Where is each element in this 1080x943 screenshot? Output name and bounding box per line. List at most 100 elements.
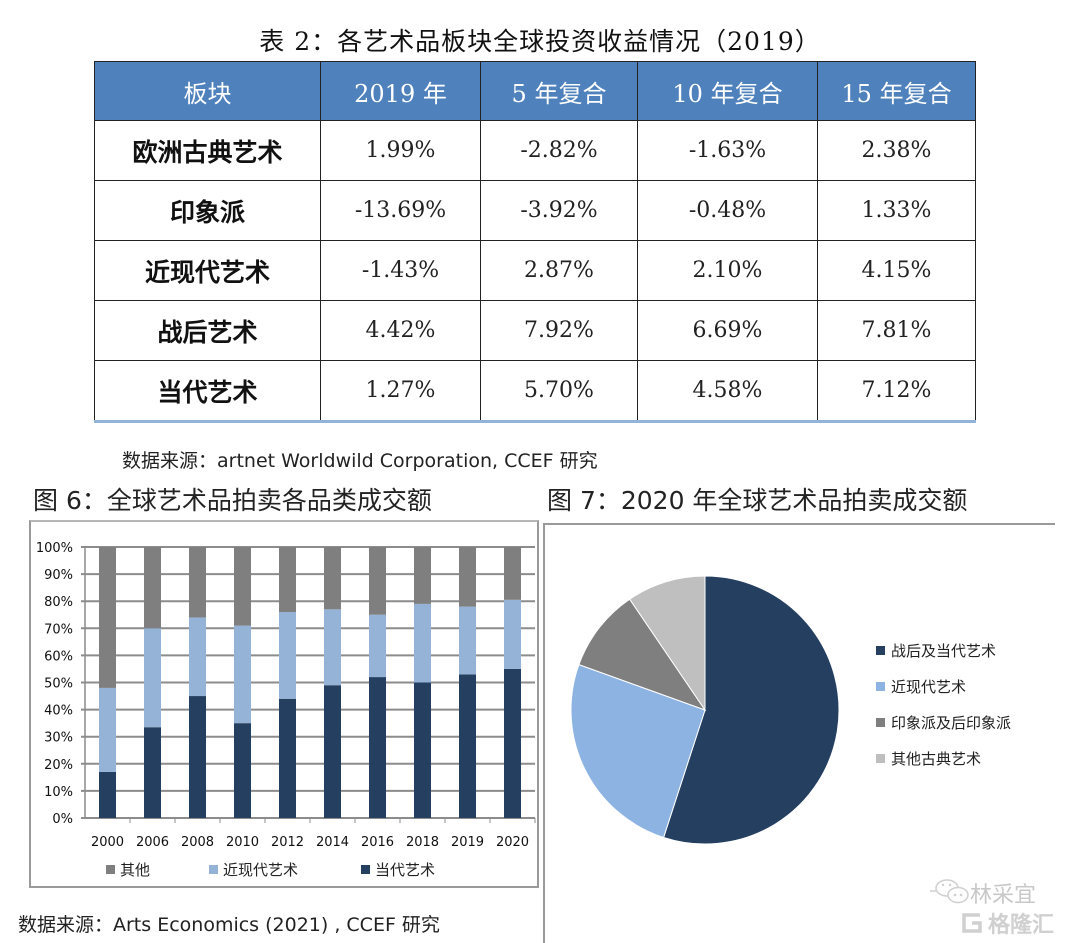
legend-swatch bbox=[361, 865, 370, 874]
pie-chart-frame bbox=[543, 523, 1055, 943]
bar-segment-contemporary bbox=[279, 698, 296, 818]
bar-segment-other bbox=[369, 547, 386, 615]
bar-segment-contemporary bbox=[324, 685, 341, 818]
table-source: 数据来源：artnet Worldwild Corporation, CCEF … bbox=[122, 450, 598, 472]
watermark: 林采宜 格隆汇 bbox=[930, 875, 1080, 940]
bar-segment-modern bbox=[369, 614, 386, 678]
header-5y: 5 年复合 bbox=[480, 61, 638, 121]
bar-segment-contemporary bbox=[189, 696, 206, 818]
gelonghui-logo-icon bbox=[962, 913, 982, 933]
y-tick-label: 20% bbox=[44, 758, 73, 773]
table-header-row: 板块 2019 年 5 年复合 10 年复合 15 年复合 bbox=[94, 61, 976, 121]
table-row: 欧洲古典艺术 1.99% -2.82% -1.63% 2.38% bbox=[94, 120, 976, 181]
x-tick-label: 2006 bbox=[136, 835, 169, 850]
x-tick-label: 2008 bbox=[181, 835, 214, 850]
pie-slice bbox=[662, 575, 840, 845]
y-tick-label: 100% bbox=[36, 541, 73, 556]
row-sector-name: 印象派 bbox=[94, 180, 321, 241]
wechat-icon bbox=[930, 879, 969, 904]
y-tick-label: 90% bbox=[44, 568, 73, 583]
y-tick-label: 60% bbox=[44, 649, 73, 664]
legend-label: 近现代艺术 bbox=[891, 678, 966, 696]
bar-segment-other bbox=[234, 547, 251, 626]
header-2019: 2019 年 bbox=[320, 61, 481, 121]
return-cell: 7.12% bbox=[817, 360, 976, 423]
bar-segment-other bbox=[99, 547, 116, 688]
return-cell: 7.92% bbox=[480, 300, 638, 361]
bar-segment-other bbox=[189, 547, 206, 618]
y-tick-label: 80% bbox=[44, 595, 73, 610]
x-tick-label: 2012 bbox=[271, 835, 304, 850]
bar-chart-frame bbox=[29, 520, 539, 888]
bar-segment-contemporary bbox=[144, 727, 161, 818]
x-tick-label: 2000 bbox=[91, 835, 124, 850]
bar-segment-modern bbox=[189, 617, 206, 697]
bar-chart: 0% 10% 20% 30% 40% 50% 60% 70% 80% 90% 100% 2000 200… bbox=[36, 541, 536, 879]
return-cell: -3.92% bbox=[480, 180, 638, 241]
row-sector-name: 战后艺术 bbox=[94, 300, 321, 361]
bar-segment-other bbox=[414, 547, 431, 604]
legend-label: 近现代艺术 bbox=[223, 861, 298, 879]
legend-swatch bbox=[876, 754, 885, 763]
x-tick-label: 2016 bbox=[361, 835, 394, 850]
return-cell: 4.42% bbox=[320, 300, 481, 361]
bar-segment-modern bbox=[279, 612, 296, 699]
return-cell: 4.58% bbox=[637, 360, 818, 423]
row-sector-name: 近现代艺术 bbox=[94, 240, 321, 301]
returns-table: 板块 2019 年 5 年复合 10 年复合 15 年复合 欧洲古典艺术 1.99… bbox=[94, 61, 976, 423]
y-tick-label: 0% bbox=[52, 812, 73, 827]
return-cell: 1.99% bbox=[320, 120, 481, 181]
return-cell: 2.87% bbox=[480, 240, 638, 301]
header-sector: 板块 bbox=[94, 61, 321, 121]
bar-segment-modern bbox=[459, 606, 476, 675]
legend-label: 战后及当代艺术 bbox=[891, 642, 996, 660]
return-cell: 1.33% bbox=[817, 180, 976, 241]
return-cell: -13.69% bbox=[320, 180, 481, 241]
pie-slice bbox=[628, 575, 706, 712]
header-10y: 10 年复合 bbox=[637, 61, 818, 121]
legend-swatch bbox=[209, 865, 218, 874]
bar-segment-other bbox=[459, 547, 476, 607]
return-cell: 1.27% bbox=[320, 360, 481, 423]
figure6-title: 图 6：全球艺术品拍卖各品类成交额 bbox=[33, 486, 432, 515]
x-tick-label: 2020 bbox=[496, 835, 529, 850]
x-tick-label: 2018 bbox=[406, 835, 439, 850]
header-15y: 15 年复合 bbox=[817, 61, 976, 121]
legend-label: 印象派及后印象派 bbox=[891, 714, 1011, 732]
table-row: 印象派 -13.69% -3.92% -0.48% 1.33% bbox=[94, 180, 976, 241]
return-cell: 4.15% bbox=[817, 240, 976, 301]
bar-segment-modern bbox=[324, 609, 341, 686]
y-tick-label: 50% bbox=[44, 677, 73, 692]
row-sector-name: 欧洲古典艺术 bbox=[94, 120, 321, 181]
return-cell: 5.70% bbox=[480, 360, 638, 423]
figure7-title: 图 7：2020 年全球艺术品拍卖成交额 bbox=[547, 486, 968, 515]
x-tick-label: 2019 bbox=[451, 835, 484, 850]
bar-segment-other bbox=[324, 547, 341, 610]
watermark-brand: 格隆汇 bbox=[988, 913, 1055, 938]
return-cell: 6.69% bbox=[637, 300, 818, 361]
return-cell: -1.43% bbox=[320, 240, 481, 301]
row-sector-name: 当代艺术 bbox=[94, 360, 321, 423]
bar-segment-other bbox=[144, 547, 161, 629]
return-cell: 2.38% bbox=[817, 120, 976, 181]
bar-segment-contemporary bbox=[369, 677, 386, 818]
x-tick-label: 2010 bbox=[226, 835, 259, 850]
bar-segment-modern bbox=[504, 599, 521, 669]
bar-segment-other bbox=[279, 547, 296, 613]
table-row: 战后艺术 4.42% 7.92% 6.69% 7.81% bbox=[94, 300, 976, 361]
return-cell: -1.63% bbox=[637, 120, 818, 181]
return-cell: -2.82% bbox=[480, 120, 638, 181]
bar-segment-contemporary bbox=[414, 682, 431, 818]
y-tick-label: 10% bbox=[44, 785, 73, 800]
legend-swatch bbox=[106, 865, 115, 874]
bar-segment-contemporary bbox=[99, 771, 116, 818]
bar-segment-modern bbox=[144, 628, 161, 728]
bar-segment-contemporary bbox=[459, 674, 476, 818]
pie-slice bbox=[578, 598, 707, 711]
figure-source: 数据来源：Arts Economics (2021) , CCEF 研究 bbox=[18, 914, 440, 936]
bar-segment-modern bbox=[99, 687, 116, 772]
x-tick-label: 2014 bbox=[316, 835, 349, 850]
bar-segment-other bbox=[504, 547, 521, 600]
return-cell: 2.10% bbox=[637, 240, 818, 301]
